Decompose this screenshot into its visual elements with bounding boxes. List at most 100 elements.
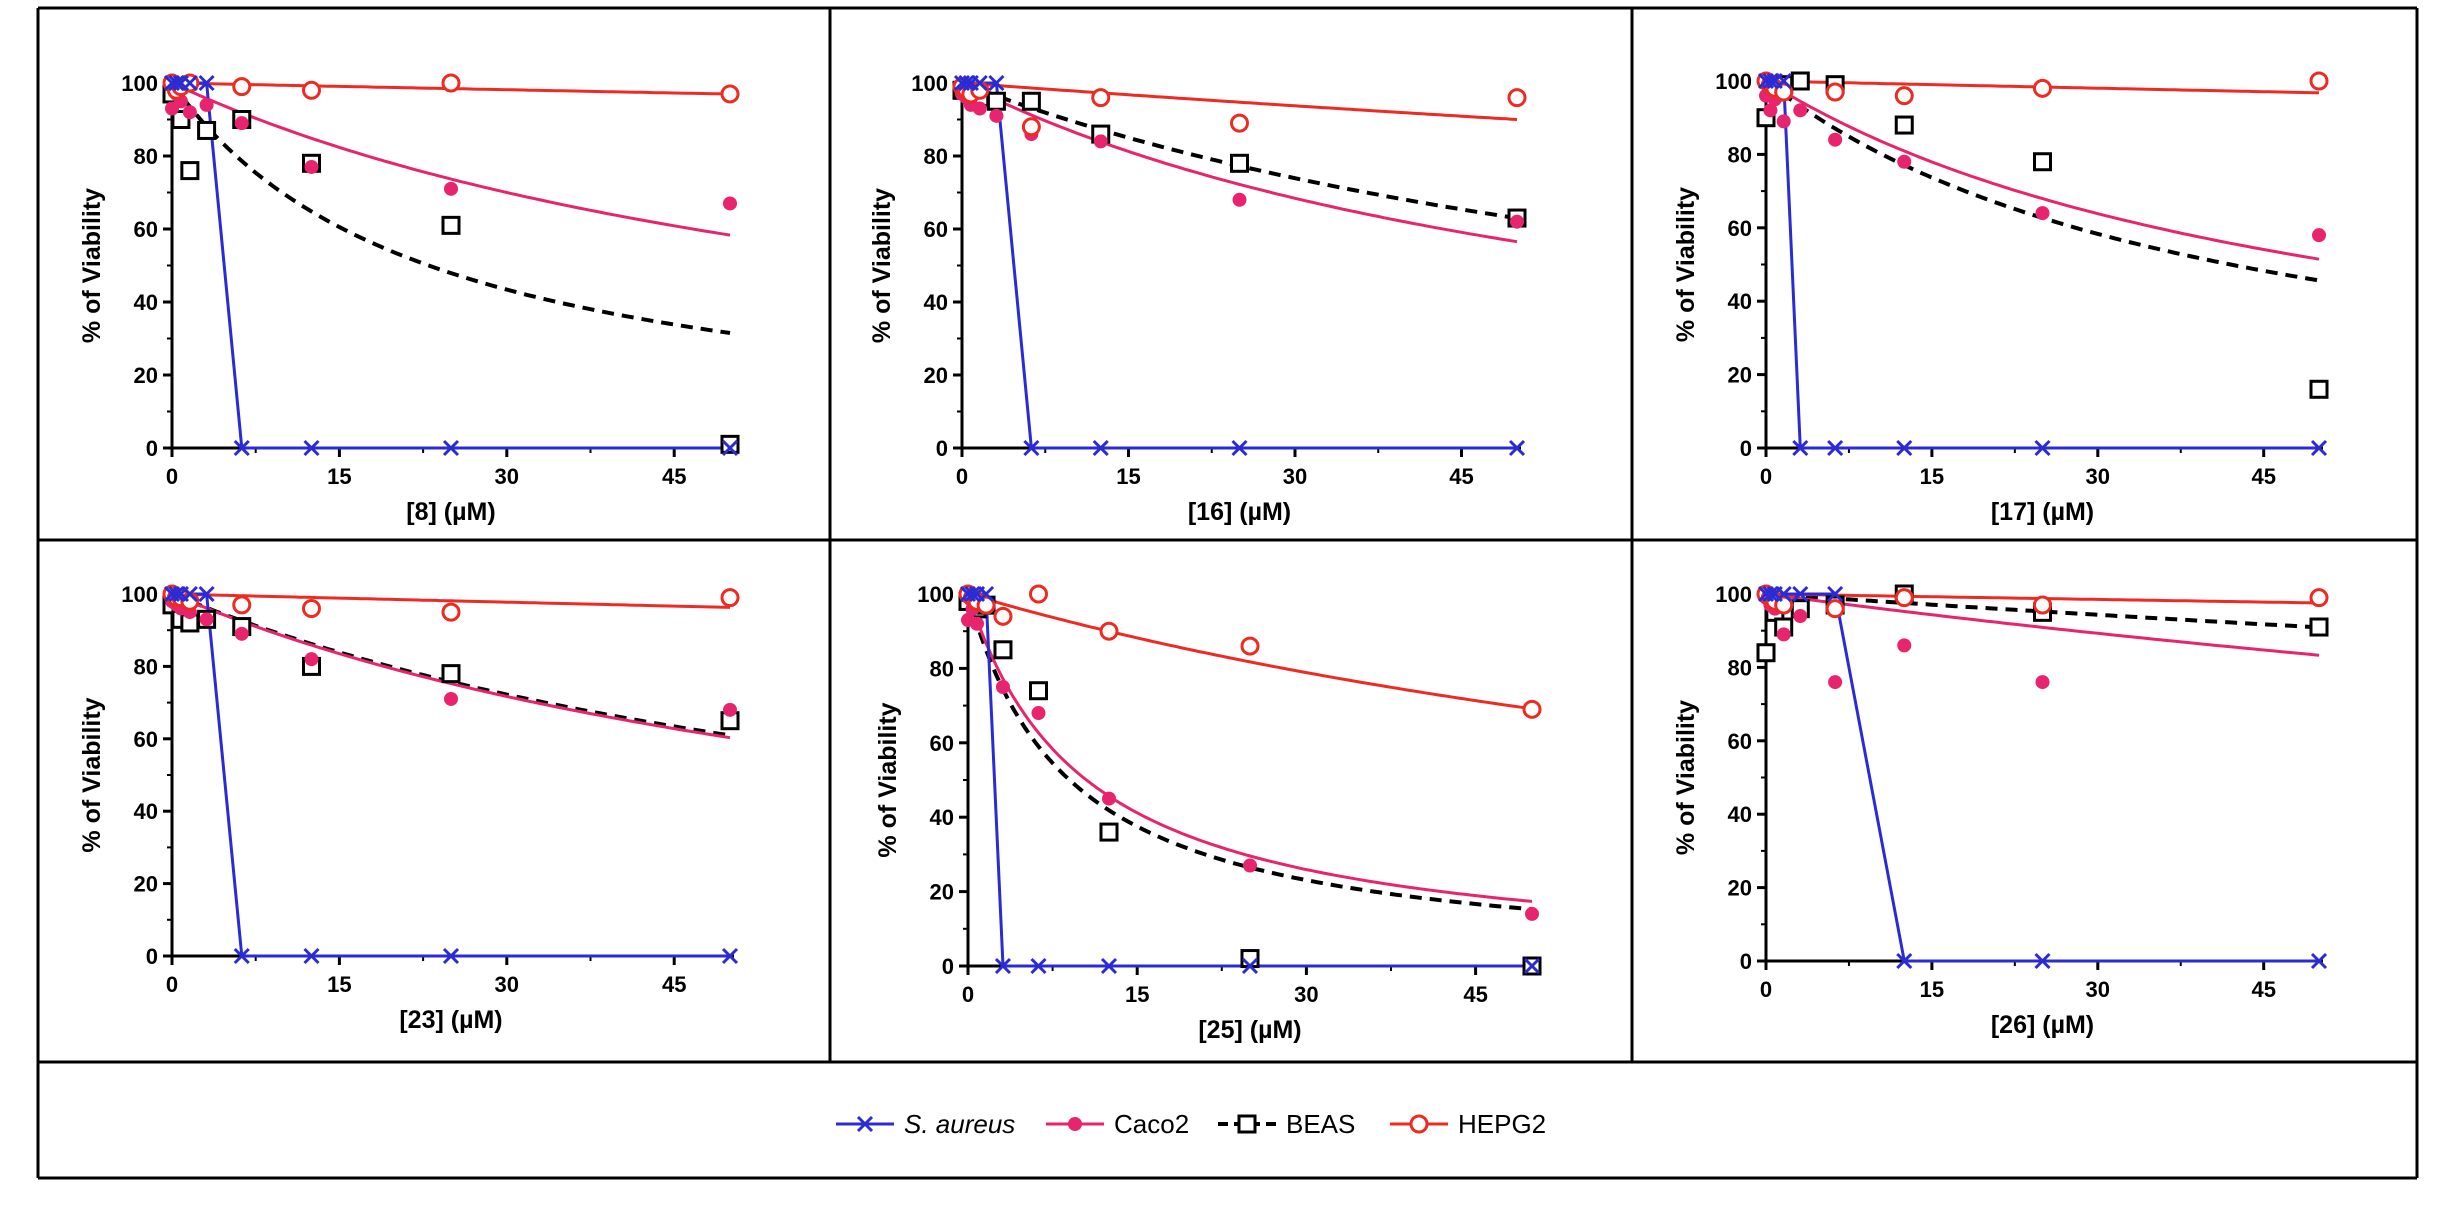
point-caco2 <box>182 105 197 120</box>
point-saureus <box>2034 439 2051 457</box>
point-saureus <box>442 439 460 457</box>
y-tick-label: 80 <box>134 144 158 169</box>
point-saureus <box>1775 72 1792 90</box>
x-tick-label: 15 <box>1116 464 1140 489</box>
point-saureus <box>442 947 460 965</box>
point-beas <box>197 120 217 140</box>
point-hepg2 <box>1099 621 1119 641</box>
y-tick-label: 60 <box>1728 216 1752 241</box>
chart-panel-2: 0 20 40 60 80 100 0 15 30 45 % of Viability [16] (µ… <box>868 71 1527 526</box>
point-caco2 <box>1776 627 1791 642</box>
y-tick-label: 60 <box>924 217 948 242</box>
point-saureus <box>181 585 198 603</box>
point-beas <box>1230 153 1249 173</box>
point-caco2 <box>1828 132 1843 147</box>
fit-line-saureus <box>172 592 730 958</box>
point-hepg2 <box>993 606 1013 626</box>
point-saureus <box>977 585 995 603</box>
legend-label: S. aureus <box>904 1109 1015 1139</box>
point-saureus <box>2310 439 2328 457</box>
x-tick-label: 45 <box>662 464 686 489</box>
point-saureus <box>1762 585 1779 603</box>
point-hepg2 <box>1774 595 1794 615</box>
point-saureus <box>198 74 215 92</box>
point-hepg2 <box>1774 82 1794 102</box>
point-caco2 <box>1510 214 1524 229</box>
point-caco2 <box>989 108 1004 123</box>
fit-line-hepg2 <box>967 592 1533 711</box>
y-tick-label: 0 <box>936 436 948 461</box>
x-tick-label: 0 <box>962 982 974 1007</box>
chart-panel-4: 0 20 40 60 80 100 0 15 30 45 % of Viability [23] (µ… <box>78 582 740 1034</box>
point-caco2 <box>1763 103 1778 118</box>
point-caco2 <box>1093 134 1108 149</box>
y-tick-label: 60 <box>1728 729 1752 754</box>
point-caco2 <box>972 101 987 116</box>
point-saureus <box>958 74 975 92</box>
point-caco2 <box>444 181 458 196</box>
point-caco2 <box>723 196 737 211</box>
x-tick-label: 15 <box>1920 977 1944 1002</box>
x-tick-label: 45 <box>662 972 686 997</box>
y-tick-label: 20 <box>134 872 158 897</box>
point-caco2 <box>234 116 249 131</box>
y-tick-label: 100 <box>1715 582 1752 607</box>
x-tick-label: 30 <box>2086 464 2110 489</box>
y-tick-label: 80 <box>134 654 158 679</box>
point-beas <box>2033 152 2052 172</box>
legend-label: HEPG2 <box>1458 1109 1546 1139</box>
x-axis-title: [23] (µM) <box>399 1006 502 1034</box>
point-beas <box>180 161 200 181</box>
point-saureus <box>2034 952 2051 970</box>
legend-label: Caco2 <box>1114 1109 1189 1139</box>
y-axis-title: % of Viability <box>78 188 106 343</box>
y-tick-label: 40 <box>924 290 948 315</box>
point-hepg2 <box>1240 636 1260 656</box>
chart-panel-5: 0 20 40 60 80 100 0 15 30 45 % of Viability [25] (µ… <box>874 582 1542 1044</box>
point-caco2 <box>2312 228 2326 243</box>
fit-line-caco2 <box>171 81 731 237</box>
point-saureus <box>1827 439 1844 457</box>
fit-line-caco2 <box>1765 592 2320 657</box>
point-caco2 <box>199 612 214 627</box>
fit-line-caco2 <box>1765 79 2320 261</box>
point-beas <box>1099 822 1119 842</box>
y-tick-label: 40 <box>1728 802 1752 827</box>
point-saureus <box>994 957 1012 975</box>
x-tick-label: 15 <box>327 464 351 489</box>
legend: S. aureus Caco2 BEAS HEPG2 <box>836 1109 1546 1139</box>
point-caco2 <box>1102 791 1116 806</box>
point-caco2 <box>1243 858 1257 873</box>
x-tick-label: 45 <box>1463 982 1487 1007</box>
x-tick-label: 45 <box>2251 977 2275 1002</box>
y-tick-label: 20 <box>930 880 954 905</box>
y-tick-label: 0 <box>146 436 158 461</box>
point-caco2 <box>723 702 737 717</box>
point-saureus <box>988 74 1005 92</box>
point-beas <box>441 664 461 684</box>
point-caco2 <box>2035 675 2050 690</box>
point-caco2 <box>1232 192 1247 207</box>
y-tick-label: 0 <box>1740 949 1752 974</box>
point-hepg2 <box>1230 113 1249 133</box>
y-tick-label: 0 <box>146 944 158 969</box>
y-tick-label: 60 <box>134 727 158 752</box>
chart-panel-6: 0 20 40 60 80 100 0 15 30 45 % of Viability [26] (µ… <box>1672 582 2329 1039</box>
y-tick-label: 40 <box>134 799 158 824</box>
point-beas <box>1029 681 1048 701</box>
point-caco2 <box>1793 609 1808 624</box>
point-hepg2 <box>976 595 996 615</box>
point-hepg2 <box>232 595 252 615</box>
fit-line-hepg2 <box>961 81 1518 121</box>
y-axis-title: % of Viability <box>1672 700 1700 855</box>
y-tick-label: 40 <box>930 805 954 830</box>
x-axis-title: [25] (µM) <box>1198 1016 1301 1044</box>
legend-label: BEAS <box>1286 1109 1355 1139</box>
point-caco2 <box>1793 103 1808 118</box>
fit-line-caco2 <box>966 593 1533 903</box>
point-saureus <box>721 439 739 457</box>
point-hepg2 <box>2033 595 2052 615</box>
x-tick-label: 30 <box>1294 982 1318 1007</box>
x-axis-title: [16] (µM) <box>1188 498 1291 526</box>
point-caco2 <box>995 680 1010 694</box>
